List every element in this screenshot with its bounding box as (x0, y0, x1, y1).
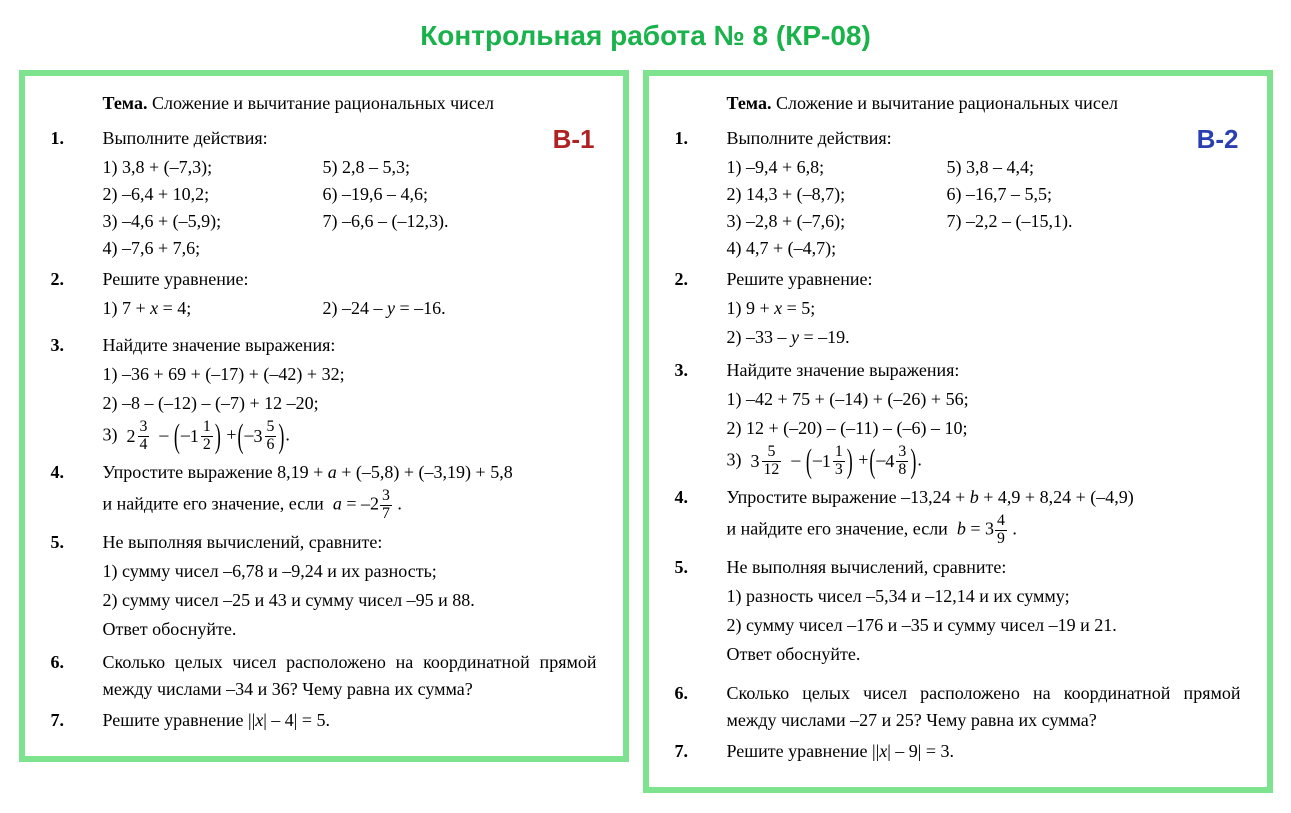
task-number: 7. (51, 707, 103, 734)
task-lead: Решите уравнение: (727, 266, 1241, 293)
task-lead: Выполните действия: (727, 125, 1241, 152)
task-1: 1. Выполните действия: 1) –9,4 + 6,8;5) … (675, 125, 1241, 262)
task-number: 5. (675, 554, 727, 581)
page-title: Контрольная работа № 8 (КР-08) (0, 20, 1291, 52)
task-number: 3. (675, 357, 727, 384)
task-5: 5. Не выполняя вычислений, сравните: 1) … (51, 529, 597, 645)
task-4: 4. Упростите выражение –13,24 + b + 4,9 … (675, 484, 1241, 549)
task-number: 6. (675, 680, 727, 707)
line: Ответ обоснуйте. (103, 616, 597, 643)
task-3: 3. Найдите значение выражения: 1) –42 + … (675, 357, 1241, 480)
line: Ответ обоснуйте. (727, 641, 1241, 668)
task-number: 4. (51, 459, 103, 486)
line: 1) 9 + x = 5; (727, 295, 1241, 322)
cell: 5) 3,8 – 4,4; (947, 154, 1035, 181)
panel-container: Тема. Сложение и вычитание рациональных … (0, 70, 1291, 813)
task-number: 5. (51, 529, 103, 556)
cell: 4) –7,6 + 7,6; (103, 235, 323, 262)
topic-line: Тема. Сложение и вычитание рациональных … (727, 90, 1241, 117)
task-lead: Не выполняя вычислений, сравните: (727, 554, 1241, 581)
line: 2) сумму чисел –176 и –35 и сумму чисел … (727, 612, 1241, 639)
cell: 2) –24 – y = –16. (323, 295, 446, 322)
cell: 6) –16,7 – 5,5; (947, 181, 1053, 208)
task-number: 2. (51, 266, 103, 293)
task-lead: Найдите значение выражения: (727, 357, 1241, 384)
task-2: 2. Решите уравнение: 1) 7 + x = 4; 2) –2… (51, 266, 597, 322)
cell: 5) 2,8 – 5,3; (323, 154, 411, 181)
task-text: Сколько целых чисел расположено на коорд… (727, 680, 1241, 734)
line: 2) 12 + (–20) – (–11) – (–6) – 10; (727, 415, 1241, 442)
line: 1) сумму чисел –6,78 и –9,24 и их разнос… (103, 558, 597, 585)
cell: 3) –2,8 + (–7,6); (727, 208, 947, 235)
task-number: 1. (675, 125, 727, 152)
line: 1) –36 + 69 + (–17) + (–42) + 32; (103, 361, 597, 388)
task-number: 7. (675, 738, 727, 765)
topic-text: Сложение и вычитание рациональных чисел (152, 93, 494, 113)
task-4: 4. Упростите выражение 8,19 + a + (–5,8)… (51, 459, 597, 524)
line: 2) сумму чисел –25 и 43 и сумму чисел –9… (103, 587, 597, 614)
cell: 4) 4,7 + (–4,7); (727, 235, 947, 262)
line: Упростите выражение 8,19 + a + (–5,8) + … (103, 459, 597, 486)
line: 1) –42 + 75 + (–14) + (–26) + 56; (727, 386, 1241, 413)
cell: 7) –6,6 – (–12,3). (323, 208, 449, 235)
task-1: 1. Выполните действия: 1) 3,8 + (–7,3);5… (51, 125, 597, 262)
cell: 1) 3,8 + (–7,3); (103, 154, 323, 181)
task-number: 3. (51, 332, 103, 359)
panel-variant-2: Тема. Сложение и вычитание рациональных … (643, 70, 1273, 793)
topic-line: Тема. Сложение и вычитание рациональных … (103, 90, 597, 117)
variant-badge: В-2 (1197, 120, 1239, 159)
cell: 2) –6,4 + 10,2; (103, 181, 323, 208)
task-6: 6. Сколько целых чисел расположено на ко… (51, 649, 597, 703)
task-number: 2. (675, 266, 727, 293)
panel-variant-1: Тема. Сложение и вычитание рациональных … (19, 70, 629, 762)
line: Упростите выражение –13,24 + b + 4,9 + 8… (727, 484, 1241, 511)
line: и найдите его значение, если a = –237 . (103, 488, 597, 522)
task-lead: Найдите значение выражения: (103, 332, 597, 359)
task-text: Сколько целых чисел расположено на коорд… (103, 649, 597, 703)
topic-label: Тема. (103, 93, 148, 113)
cell: 1) 7 + x = 4; (103, 295, 323, 322)
task-number: 1. (51, 125, 103, 152)
task-number: 6. (51, 649, 103, 676)
cell: 2) 14,3 + (–8,7); (727, 181, 947, 208)
task-lead: Не выполняя вычислений, сравните: (103, 529, 597, 556)
task-3: 3. Найдите значение выражения: 1) –36 + … (51, 332, 597, 455)
topic-text: Сложение и вычитание рациональных чисел (776, 93, 1118, 113)
task-6: 6. Сколько целых чисел расположено на ко… (675, 680, 1241, 734)
task-2: 2. Решите уравнение: 1) 9 + x = 5; 2) –3… (675, 266, 1241, 353)
task-lead: Решите уравнение: (103, 266, 597, 293)
line: 2) –33 – y = –19. (727, 324, 1241, 351)
task-text: Решите уравнение ||x| – 4| = 5. (103, 707, 597, 734)
task-number: 4. (675, 484, 727, 511)
task-7: 7. Решите уравнение ||x| – 9| = 3. (675, 738, 1241, 765)
cell: 3) –4,6 + (–5,9); (103, 208, 323, 235)
task-text: Решите уравнение ||x| – 9| = 3. (727, 738, 1241, 765)
cell: 1) –9,4 + 6,8; (727, 154, 947, 181)
cell: 7) –2,2 – (–15,1). (947, 208, 1073, 235)
line: 1) разность чисел –5,34 и –12,14 и их су… (727, 583, 1241, 610)
variant-badge: В-1 (553, 120, 595, 159)
line: 3) 234 – (–112) +(–356). (103, 419, 597, 453)
task-7: 7. Решите уравнение ||x| – 4| = 5. (51, 707, 597, 734)
line: 3) 3512 – (–113) +(–438). (727, 444, 1241, 478)
cell: 6) –19,6 – 4,6; (323, 181, 429, 208)
line: и найдите его значение, если b = 349 . (727, 513, 1241, 547)
task-lead: Выполните действия: (103, 125, 597, 152)
topic-label: Тема. (727, 93, 772, 113)
task-5: 5. Не выполняя вычислений, сравните: 1) … (675, 554, 1241, 670)
